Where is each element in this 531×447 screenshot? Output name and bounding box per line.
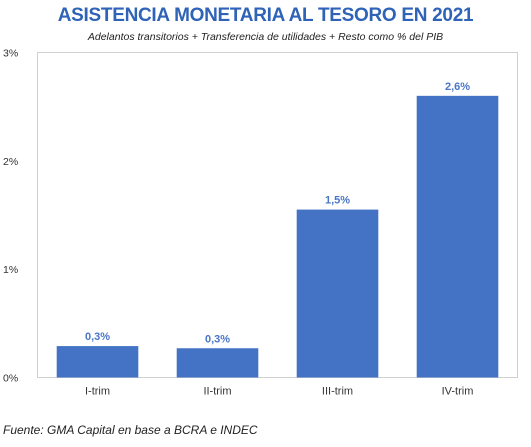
data-label: 0,3% bbox=[85, 331, 110, 343]
y-tick-label: 0% bbox=[3, 373, 18, 385]
x-tick-label: III-trim bbox=[322, 386, 353, 398]
chart-title: ASISTENCIA MONETARIA AL TESORO EN 2021 bbox=[57, 5, 474, 26]
data-label: 1,5% bbox=[325, 195, 350, 207]
y-tick-label: 3% bbox=[3, 48, 18, 60]
data-label: 2,6% bbox=[445, 81, 470, 93]
bar bbox=[296, 209, 379, 378]
chart-subtitle: Adelantos transitorios + Transferencia d… bbox=[87, 31, 444, 43]
bar bbox=[416, 95, 499, 378]
source-note: Fuente: GMA Capital en base a BCRA e IND… bbox=[3, 423, 258, 437]
y-tick-label: 1% bbox=[3, 264, 18, 276]
bar bbox=[176, 348, 259, 378]
x-tick-label: I-trim bbox=[85, 386, 110, 398]
bar bbox=[56, 346, 139, 378]
data-label: 0,3% bbox=[205, 333, 230, 345]
y-tick-label: 2% bbox=[3, 156, 18, 168]
plot-area-frame bbox=[37, 52, 518, 378]
x-tick-label: IV-trim bbox=[442, 386, 474, 398]
x-tick-label: II-trim bbox=[203, 386, 231, 398]
